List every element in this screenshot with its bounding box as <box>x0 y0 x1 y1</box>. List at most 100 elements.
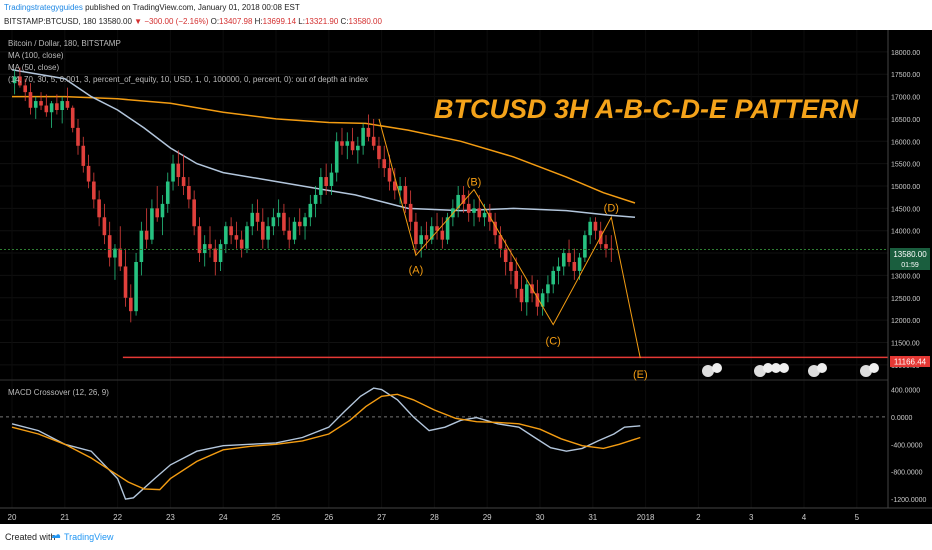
price-tick-label: 13000.00 <box>891 273 920 280</box>
macd-tick-label: 0.0000 <box>891 415 913 422</box>
candle-body <box>234 235 239 240</box>
created-with-label: Created with <box>5 532 56 542</box>
tradingview-logo-icon <box>52 534 61 538</box>
time-tick-label: 24 <box>219 513 228 522</box>
price-tick-label: 16500.00 <box>891 117 920 124</box>
close-label: C: <box>340 17 349 26</box>
candle-body <box>445 217 450 240</box>
time-tick-label: 2 <box>696 513 701 522</box>
candle-body <box>255 212 260 222</box>
time-tick-label: 5 <box>855 513 860 522</box>
price-tick-label: 17000.00 <box>891 95 920 102</box>
candle-body <box>303 217 307 227</box>
time-tick-label: 23 <box>166 513 175 522</box>
candle-body <box>276 212 281 218</box>
candle-body <box>461 194 466 204</box>
candle-body <box>213 248 218 262</box>
candle-body <box>44 105 49 113</box>
candle-body <box>519 288 524 303</box>
event-flag-icon[interactable] <box>702 365 714 377</box>
support-badge-value: 11166.44 <box>894 358 927 367</box>
chart-area[interactable]: 18000.00 17500.00 17000.00 16500.00 16000.00… <box>0 30 932 524</box>
candle-body <box>398 186 402 191</box>
price-chart-svg[interactable]: 18000.00 17500.00 17000.00 16500.00 16000.00… <box>0 30 932 524</box>
candle-body <box>250 212 255 227</box>
grid <box>0 30 888 508</box>
legend-strategy: (14, 70, 30, 5, 0.001, 3, percent_of_equ… <box>8 75 368 84</box>
macd-tick-label: -800.0000 <box>891 470 923 477</box>
candle-body <box>377 145 381 160</box>
candle-body <box>49 103 54 113</box>
event-flag-icon[interactable] <box>763 363 773 373</box>
candle-body <box>123 266 128 298</box>
candle-body <box>160 203 165 218</box>
ohlc-line: BITSTAMP:BTCUSD, 180 13580.00 ▼ −300.00 … <box>4 17 382 26</box>
event-flag-icon[interactable] <box>712 363 722 373</box>
candle-body <box>408 203 413 222</box>
support-badge <box>890 356 930 367</box>
legend-title: Bitcoin / Dollar, 180, BITSTAMP <box>8 39 121 48</box>
candle-body <box>371 136 376 146</box>
candle-body <box>561 253 566 267</box>
event-flag-icon[interactable] <box>779 363 789 373</box>
author-link[interactable]: Tradingstrategyguides <box>4 3 83 12</box>
candle-body <box>181 177 186 186</box>
high-label: H: <box>254 17 263 26</box>
candle-body <box>583 235 587 258</box>
candle-body <box>155 208 159 218</box>
macd-tick-label: -400.0000 <box>891 442 923 449</box>
candle-body <box>593 221 598 231</box>
candle-body <box>609 248 614 250</box>
tradingview-brand[interactable]: TradingView <box>64 532 114 542</box>
candle-body <box>144 230 149 240</box>
candle-body <box>456 194 460 209</box>
candle-body <box>540 293 545 307</box>
abcde-pattern <box>0 118 888 359</box>
open-label: O: <box>210 17 220 26</box>
candle-body <box>239 239 244 249</box>
candle-body <box>129 297 133 312</box>
candle-body <box>229 226 233 236</box>
candle-body <box>493 221 497 236</box>
candle-body <box>218 244 223 262</box>
price-tick-label: 11500.00 <box>891 340 920 347</box>
candle-body <box>525 284 529 303</box>
price-tick-label: 16000.00 <box>891 139 920 146</box>
candle-body <box>424 235 429 240</box>
event-flags[interactable] <box>702 363 879 377</box>
candle-body <box>414 221 418 245</box>
signal-line <box>11 393 641 491</box>
candle-body <box>482 212 487 218</box>
candle-body <box>572 262 577 271</box>
event-flag-icon[interactable] <box>771 363 781 373</box>
close-value: 13580.00 <box>348 17 382 26</box>
candle-body <box>435 226 439 231</box>
price-tick-label: 17500.00 <box>891 72 920 79</box>
candle-body <box>197 226 202 254</box>
symbol-label: BITSTAMP:BTCUSD, 180 <box>4 17 97 26</box>
candle-body <box>208 244 212 249</box>
event-flag-icon[interactable] <box>817 363 827 373</box>
candle-body <box>393 181 397 191</box>
price-tick-label: 18000.00 <box>891 50 920 57</box>
time-tick-label: 20 <box>8 513 17 522</box>
low-value: 13321.90 <box>304 17 339 26</box>
candle-body <box>65 101 70 108</box>
macd-panel <box>0 387 888 500</box>
candle-body <box>139 230 144 262</box>
price-badge-time: 01:59 <box>901 262 919 269</box>
candle-body <box>567 253 571 262</box>
event-flag-icon[interactable] <box>869 363 879 373</box>
legend-ma100: MA (100, close) <box>8 51 64 60</box>
time-tick-label: 29 <box>483 513 492 522</box>
candle-body <box>28 92 33 108</box>
candle-body <box>292 221 297 240</box>
candles <box>12 67 614 323</box>
time-tick-label: 30 <box>536 513 545 522</box>
candle-body <box>419 235 423 245</box>
last-price: 13580.00 <box>98 17 132 26</box>
price-tick-label: 15500.00 <box>891 162 920 169</box>
time-tick-label: 4 <box>802 513 807 522</box>
candle-body <box>577 257 582 271</box>
time-tick-label: 27 <box>377 513 386 522</box>
